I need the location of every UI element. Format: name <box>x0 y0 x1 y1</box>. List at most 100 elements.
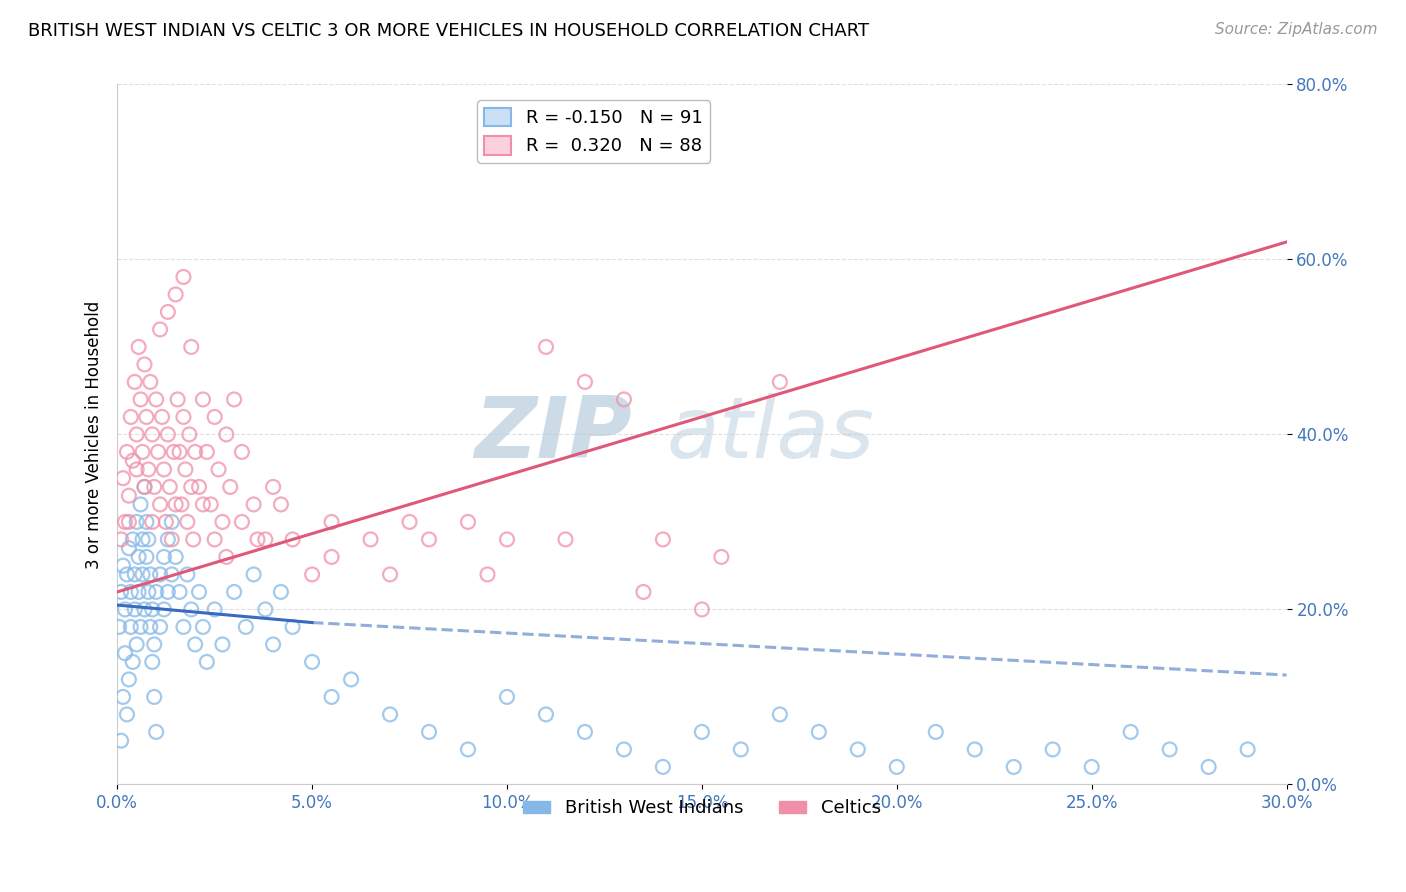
Point <box>121 453 143 467</box>
Point <box>176 515 198 529</box>
Point <box>925 725 948 739</box>
Point <box>321 515 343 529</box>
Point <box>418 533 440 547</box>
Point <box>139 375 162 389</box>
Point <box>378 707 401 722</box>
Point <box>180 480 202 494</box>
Point <box>114 515 136 529</box>
Point <box>242 498 264 512</box>
Point <box>195 445 218 459</box>
Point <box>231 515 253 529</box>
Text: BRITISH WEST INDIAN VS CELTIC 3 OR MORE VEHICLES IN HOUSEHOLD CORRELATION CHART: BRITISH WEST INDIAN VS CELTIC 3 OR MORE … <box>28 22 869 40</box>
Point <box>457 515 479 529</box>
Point <box>124 375 146 389</box>
Point <box>224 585 246 599</box>
Point <box>242 567 264 582</box>
Point <box>231 445 253 459</box>
Point <box>188 585 211 599</box>
Point <box>769 707 792 722</box>
Point <box>281 533 304 547</box>
Point <box>141 655 163 669</box>
Point <box>139 567 162 582</box>
Point <box>254 602 277 616</box>
Point <box>963 742 986 756</box>
Text: ZIP: ZIP <box>474 393 631 476</box>
Point <box>115 567 138 582</box>
Point <box>496 690 519 704</box>
Point <box>254 533 277 547</box>
Point <box>134 602 156 616</box>
Point <box>457 742 479 756</box>
Point <box>360 533 382 547</box>
Point <box>121 655 143 669</box>
Point <box>1042 742 1064 756</box>
Point <box>534 340 557 354</box>
Point <box>730 742 752 756</box>
Point <box>112 558 135 573</box>
Point <box>179 427 201 442</box>
Point <box>165 498 187 512</box>
Point <box>110 733 132 747</box>
Point <box>114 646 136 660</box>
Point <box>496 533 519 547</box>
Point <box>846 742 869 756</box>
Point <box>153 462 176 476</box>
Point <box>613 742 636 756</box>
Point <box>118 673 141 687</box>
Point <box>321 549 343 564</box>
Point <box>131 567 153 582</box>
Point <box>125 427 148 442</box>
Point <box>146 445 169 459</box>
Point <box>163 445 186 459</box>
Point <box>124 602 146 616</box>
Point <box>114 602 136 616</box>
Point <box>769 375 792 389</box>
Point <box>181 533 204 547</box>
Point <box>129 498 152 512</box>
Point <box>145 725 167 739</box>
Point <box>235 620 257 634</box>
Point <box>169 585 191 599</box>
Point <box>128 340 150 354</box>
Text: Source: ZipAtlas.com: Source: ZipAtlas.com <box>1215 22 1378 37</box>
Point <box>108 620 131 634</box>
Point <box>281 620 304 634</box>
Point <box>1236 742 1258 756</box>
Point <box>690 602 713 616</box>
Point <box>131 533 153 547</box>
Point <box>159 480 181 494</box>
Point <box>172 620 194 634</box>
Point <box>141 515 163 529</box>
Legend: British West Indians, Celtics: British West Indians, Celtics <box>516 792 889 824</box>
Point <box>153 549 176 564</box>
Point <box>121 533 143 547</box>
Point <box>155 515 177 529</box>
Point <box>145 392 167 407</box>
Point <box>262 637 284 651</box>
Point <box>651 533 673 547</box>
Point <box>165 549 187 564</box>
Point <box>211 637 233 651</box>
Point <box>224 392 246 407</box>
Point <box>112 690 135 704</box>
Point <box>270 498 292 512</box>
Point <box>574 375 596 389</box>
Point <box>301 567 323 582</box>
Point <box>135 515 157 529</box>
Point <box>110 533 132 547</box>
Point <box>143 637 166 651</box>
Point <box>118 541 141 556</box>
Point <box>172 269 194 284</box>
Point <box>398 515 420 529</box>
Point <box>135 549 157 564</box>
Point <box>1002 760 1025 774</box>
Point <box>112 471 135 485</box>
Point <box>215 549 238 564</box>
Point <box>554 533 576 547</box>
Point <box>110 585 132 599</box>
Point <box>180 340 202 354</box>
Point <box>321 690 343 704</box>
Point <box>340 673 363 687</box>
Point <box>118 515 141 529</box>
Point <box>211 515 233 529</box>
